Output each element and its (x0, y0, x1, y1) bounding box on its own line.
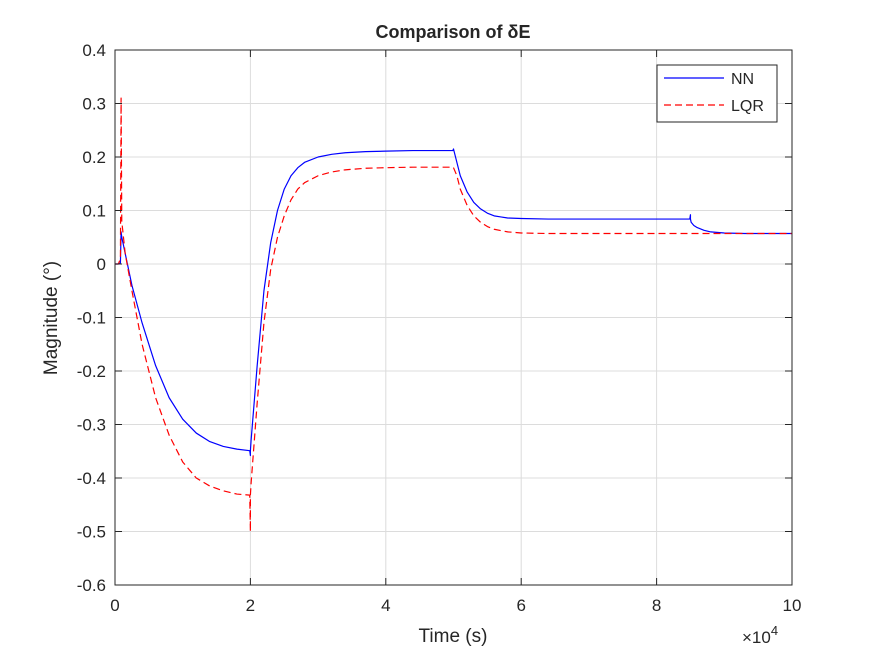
y-tick-label: -0.3 (77, 416, 106, 435)
legend-label-nn: NN (731, 71, 754, 88)
x-tick-label: 0 (110, 596, 119, 615)
x-exponent: ×104 (742, 623, 778, 647)
y-tick-label: -0.2 (77, 362, 106, 381)
y-tick-label: 0.2 (82, 148, 106, 167)
x-tick-label: 2 (246, 596, 255, 615)
x-tick-label: 6 (516, 596, 525, 615)
legend-box (656, 64, 778, 123)
legend: NN LQR (656, 64, 778, 123)
x-tick-label: 10 (783, 596, 802, 615)
y-tick-label: -0.4 (77, 469, 106, 488)
x-axis-label: Time (s) (419, 626, 488, 647)
series-line-nn (115, 148, 792, 457)
y-tick-label: -0.6 (77, 576, 106, 595)
axes: 0 2 4 6 8 10 -0.6 -0.5 -0.4 -0.3 -0.2 -0.1 0 0.1 0.2 0.… (77, 41, 802, 615)
y-tick-label: 0.3 (82, 95, 106, 114)
grid (115, 50, 792, 585)
x-tick-label: 4 (381, 596, 390, 615)
y-tick-label: 0.4 (82, 41, 106, 60)
y-tick-label: 0.1 (82, 202, 106, 221)
y-tick-label: 0 (97, 255, 106, 274)
series-line-lqr (115, 97, 792, 533)
y-axis-label: Magnitude (°) (41, 261, 62, 375)
series-layer (115, 97, 792, 533)
x-exponent-power: 4 (771, 623, 778, 638)
x-tick-label: 8 (652, 596, 661, 615)
y-tick-label: -0.5 (77, 523, 106, 542)
y-tick-label: -0.1 (77, 309, 106, 328)
chart-title: Comparison of δE (376, 22, 531, 42)
x-exponent-base: ×10 (742, 628, 771, 647)
legend-label-lqr: LQR (731, 98, 764, 115)
